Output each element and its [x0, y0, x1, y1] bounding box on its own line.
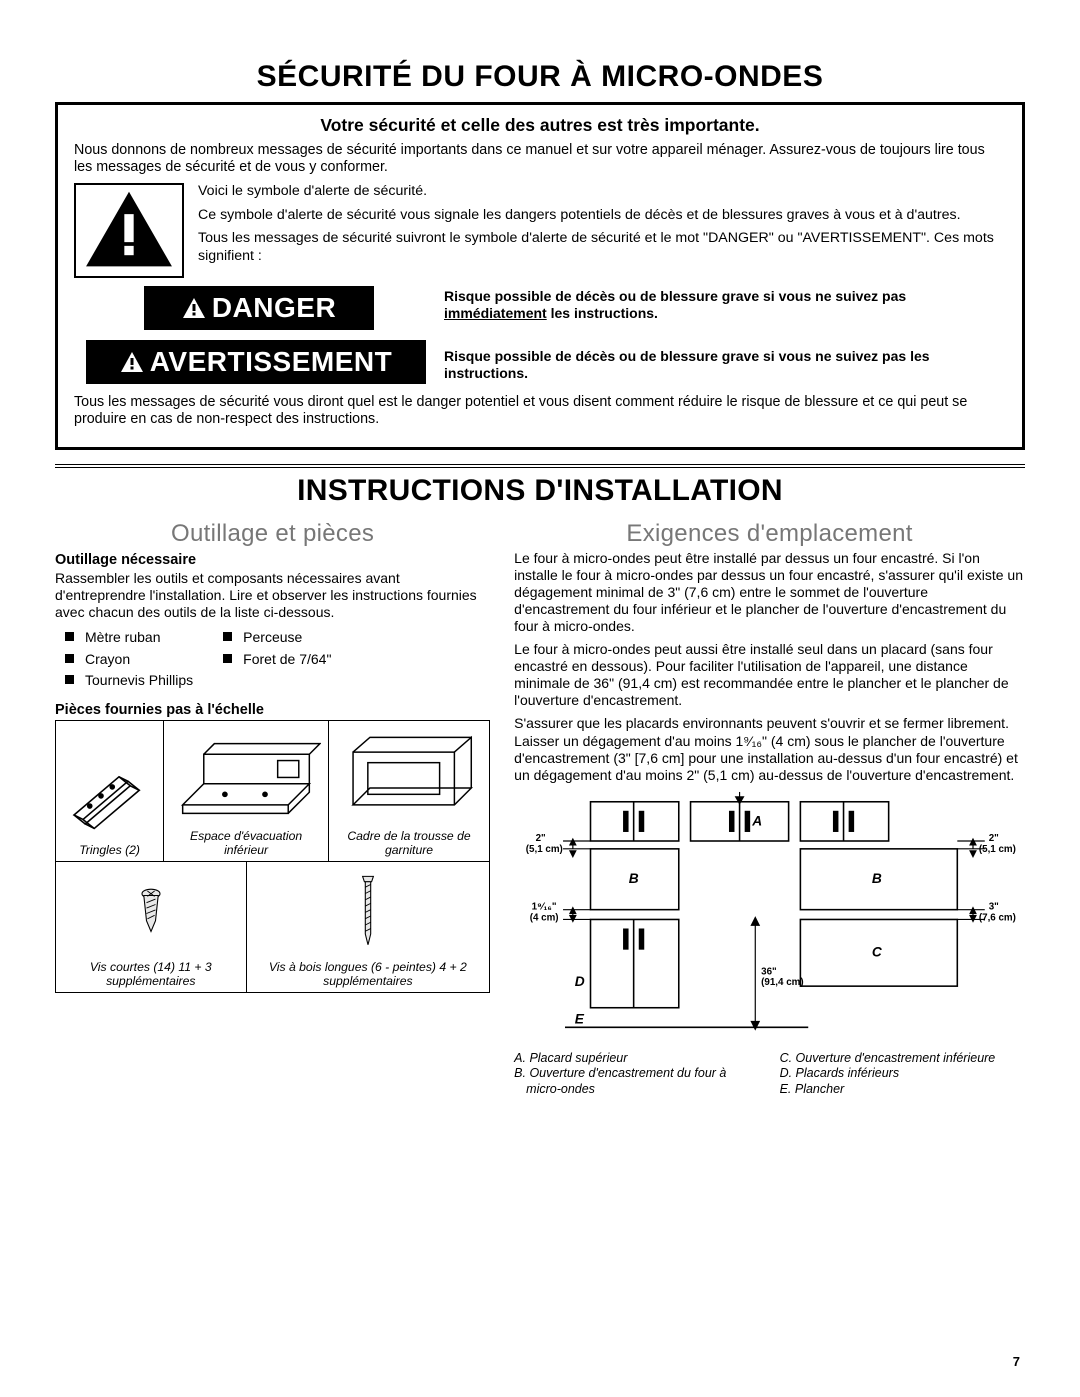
tool-list-a: Mètre ruban Crayon Tournevis Phillips [65, 627, 193, 692]
parts-table: Tringles (2) Espace [55, 720, 490, 993]
alert-line-2: Ce symbole d'alerte de sécurité vous sig… [198, 207, 1006, 225]
svg-text:2"(5,1 cm): 2"(5,1 cm) [979, 833, 1016, 855]
avertissement-label: AVERTISSEMENT [150, 346, 392, 378]
avert-description: Risque possible de décès ou de blessure … [444, 348, 1006, 382]
svg-text:3"(7,6 cm): 3"(7,6 cm) [979, 901, 1016, 923]
svg-text:B: B [629, 871, 639, 886]
location-heading: Exigences d'emplacement [514, 520, 1025, 548]
list-item: Crayon [65, 649, 193, 671]
clearance-diagram: A B B C D E 2"(5,1 cm) 2"(5,1 cm) 1⁹⁄₁₆"… [514, 790, 1025, 1045]
list-item: Perceuse [223, 627, 331, 649]
list-item: Tournevis Phillips [65, 670, 193, 692]
tool-lists: Mètre ruban Crayon Tournevis Phillips Pe… [65, 627, 490, 692]
svg-text:E: E [575, 1011, 585, 1026]
danger-label: DANGER [212, 292, 336, 324]
table-row: Vis courtes (14) 11 + 3 supplémentaires … [56, 862, 489, 992]
tools-subhead: Outillage nécessaire [55, 552, 490, 568]
badge-descriptions: Risque possible de décès ou de blessure … [444, 288, 1006, 381]
svg-text:D: D [575, 974, 585, 989]
parts-cell-cadre: Cadre de la trousse de garniture [329, 721, 489, 861]
alert-line-1: Voici le symbole d'alerte de sécurité. [198, 183, 1006, 201]
danger-badge: DANGER [144, 286, 374, 330]
two-columns: Outillage et pièces Outillage nécessaire… [55, 514, 1025, 1098]
short-screw-icon [133, 879, 169, 957]
list-item: Foret de 7/64" [223, 649, 331, 671]
location-para-3: S'assurer que les placards environnants … [514, 715, 1025, 783]
long-screw-icon [350, 866, 386, 957]
diagram-legend: A. Placard supérieur B. Ouverture d'enca… [514, 1051, 1025, 1098]
parts-cell-vis-courtes: Vis courtes (14) 11 + 3 supplémentaires [56, 862, 247, 992]
tools-paragraph: Rassembler les outils et composants néce… [55, 570, 490, 621]
parts-cell-tringles: Tringles (2) [56, 721, 164, 861]
svg-text:C: C [872, 944, 883, 959]
caption: Tringles (2) [79, 843, 140, 857]
svg-text:A: A [751, 813, 762, 828]
alert-row: Voici le symbole d'alerte de sécurité. C… [74, 183, 1006, 278]
badges-column: DANGER AVERTISSEMENT [74, 286, 426, 384]
legend-c: C. Ouverture d'encastrement inférieure [780, 1051, 1025, 1067]
legend-b: B. Ouverture d'encastrement du four à mi… [514, 1066, 759, 1097]
safety-intro: Nous donnons de nombreux messages de séc… [74, 142, 1006, 177]
safety-subtitle: Votre sécurité et celle des autres est t… [74, 115, 1006, 136]
location-para-1: Le four à micro-ondes peut être installé… [514, 550, 1025, 635]
alert-line-3: Tous les messages de sécurité suivront l… [198, 230, 1006, 266]
tool-list-b: Perceuse Foret de 7/64" [223, 627, 331, 692]
parts-subhead: Pièces fournies pas à l'échelle [55, 702, 490, 718]
list-item: Mètre ruban [65, 627, 193, 649]
alert-triangle-icon [74, 183, 184, 278]
install-title: INSTRUCTIONS D'INSTALLATION [55, 474, 1025, 508]
tools-heading: Outillage et pièces [55, 520, 490, 548]
svg-text:B: B [872, 871, 882, 886]
right-column: Exigences d'emplacement Le four à micro-… [514, 514, 1025, 1098]
legend-d: D. Placards inférieurs [780, 1066, 1025, 1082]
safety-box: Votre sécurité et celle des autres est t… [55, 102, 1025, 450]
safety-footer: Tous les messages de sécurité vous diron… [74, 394, 1006, 429]
svg-text:36"(91,4 cm): 36"(91,4 cm) [761, 966, 803, 988]
page-number: 7 [1013, 1354, 1020, 1369]
caption: Vis à bois longues (6 - peintes) 4 + 2 s… [253, 960, 484, 988]
avertissement-badge: AVERTISSEMENT [86, 340, 426, 384]
svg-text:1⁹⁄₁₆"(4 cm): 1⁹⁄₁₆"(4 cm) [530, 901, 559, 923]
badges-row: DANGER AVERTISSEMENT Risque possible de … [74, 286, 1006, 384]
divider [55, 464, 1025, 468]
svg-text:2"(5,1 cm): 2"(5,1 cm) [526, 833, 563, 855]
caption: Vis courtes (14) 11 + 3 supplémentaires [62, 960, 240, 988]
table-row: Tringles (2) Espace [56, 721, 489, 862]
parts-cell-espace: Espace d'évacuation inférieur [164, 721, 329, 861]
left-column: Outillage et pièces Outillage nécessaire… [55, 514, 490, 1098]
frame-icon [339, 731, 479, 826]
tringles-icon [65, 745, 155, 840]
caption: Cadre de la trousse de garniture [335, 829, 483, 857]
safety-title: SÉCURITÉ DU FOUR À MICRO-ONDES [55, 60, 1025, 94]
parts-cell-vis-longues: Vis à bois longues (6 - peintes) 4 + 2 s… [247, 862, 490, 992]
legend-a: A. Placard supérieur [514, 1051, 759, 1067]
caption: Espace d'évacuation inférieur [170, 829, 322, 857]
legend-e: E. Plancher [780, 1082, 1025, 1098]
spacer-icon [171, 731, 321, 826]
alert-text: Voici le symbole d'alerte de sécurité. C… [198, 183, 1006, 272]
danger-description: Risque possible de décès ou de blessure … [444, 288, 1006, 322]
location-para-2: Le four à micro-ondes peut aussi être in… [514, 641, 1025, 709]
